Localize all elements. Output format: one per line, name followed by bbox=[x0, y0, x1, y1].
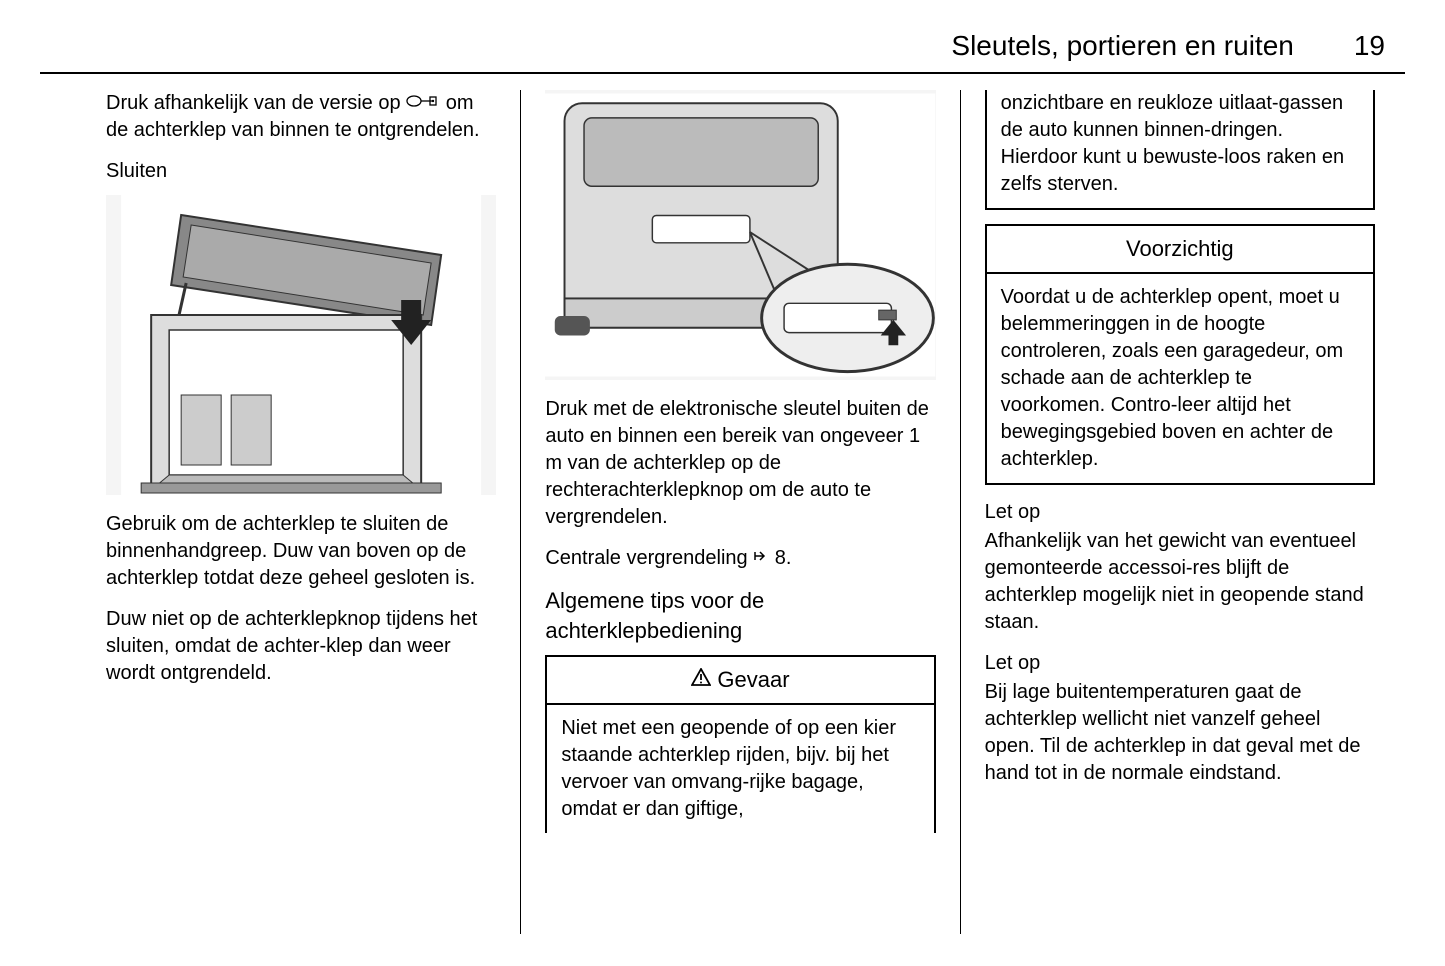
manual-page: Sleutels, portieren en ruiten 19 Druk af… bbox=[0, 0, 1445, 966]
intro-paragraph: Druk afhankelijk van de versie op om de … bbox=[106, 90, 496, 144]
column-2: Druk met de elektronische sleutel buiten… bbox=[521, 90, 960, 934]
close-instruction: Gebruik om de achterklep te sluiten de b… bbox=[106, 511, 496, 592]
header-title: Sleutels, portieren en ruiten bbox=[951, 30, 1293, 62]
central-locking-page: 8. bbox=[775, 547, 792, 569]
caution-box-title: Voorzichtig bbox=[987, 226, 1373, 274]
danger-box-body: Niet met een geopende of op een kier sta… bbox=[547, 705, 933, 833]
note1-body: Afhankelijk van het gewicht van eventuee… bbox=[985, 528, 1375, 636]
figure-tailgate-open bbox=[106, 195, 496, 495]
content-columns: Druk afhankelijk van de versie op om de … bbox=[40, 74, 1405, 934]
page-number: 19 bbox=[1354, 30, 1385, 62]
caution-box-body: Voordat u de achterklep opent, moet u be… bbox=[987, 274, 1373, 483]
electronic-key-instruction: Druk met de elektronische sleutel buiten… bbox=[545, 396, 935, 531]
reference-arrow-icon bbox=[753, 548, 769, 570]
note1-head: Let op bbox=[985, 499, 1375, 526]
central-locking-text: Centrale vergrendeling bbox=[545, 547, 747, 569]
sluiten-heading: Sluiten bbox=[106, 158, 496, 185]
danger-box-continued: onzichtbare en reukloze uitlaat-gassen d… bbox=[985, 90, 1375, 210]
figure-tailgate-button bbox=[545, 90, 935, 380]
danger-box: Gevaar Niet met een geopende of op een k… bbox=[545, 655, 935, 833]
note2-body: Bij lage buitentemperaturen gaat de acht… bbox=[985, 679, 1375, 787]
danger-label: Gevaar bbox=[717, 665, 789, 695]
caution-label: Voorzichtig bbox=[1126, 234, 1234, 264]
central-locking-ref: Centrale vergrendeling 8. bbox=[545, 545, 935, 572]
general-tips-heading: Algemene tips voor de achterklepbedienin… bbox=[545, 586, 935, 645]
close-warning: Duw niet op de achterklepknop tijdens he… bbox=[106, 606, 496, 687]
column-1: Druk afhankelijk van de versie op om de … bbox=[40, 90, 521, 934]
column-3: onzichtbare en reukloze uitlaat-gassen d… bbox=[961, 90, 1405, 934]
key-unlock-icon bbox=[406, 90, 440, 117]
page-header: Sleutels, portieren en ruiten 19 bbox=[40, 30, 1405, 74]
warning-triangle-icon bbox=[691, 667, 711, 694]
caution-box: Voorzichtig Voordat u de achterklep open… bbox=[985, 224, 1375, 485]
intro-text-a: Druk afhankelijk van de versie op bbox=[106, 92, 401, 114]
danger-cont-body: onzichtbare en reukloze uitlaat-gassen d… bbox=[987, 90, 1373, 208]
note2-head: Let op bbox=[985, 650, 1375, 677]
danger-box-title: Gevaar bbox=[547, 657, 933, 705]
